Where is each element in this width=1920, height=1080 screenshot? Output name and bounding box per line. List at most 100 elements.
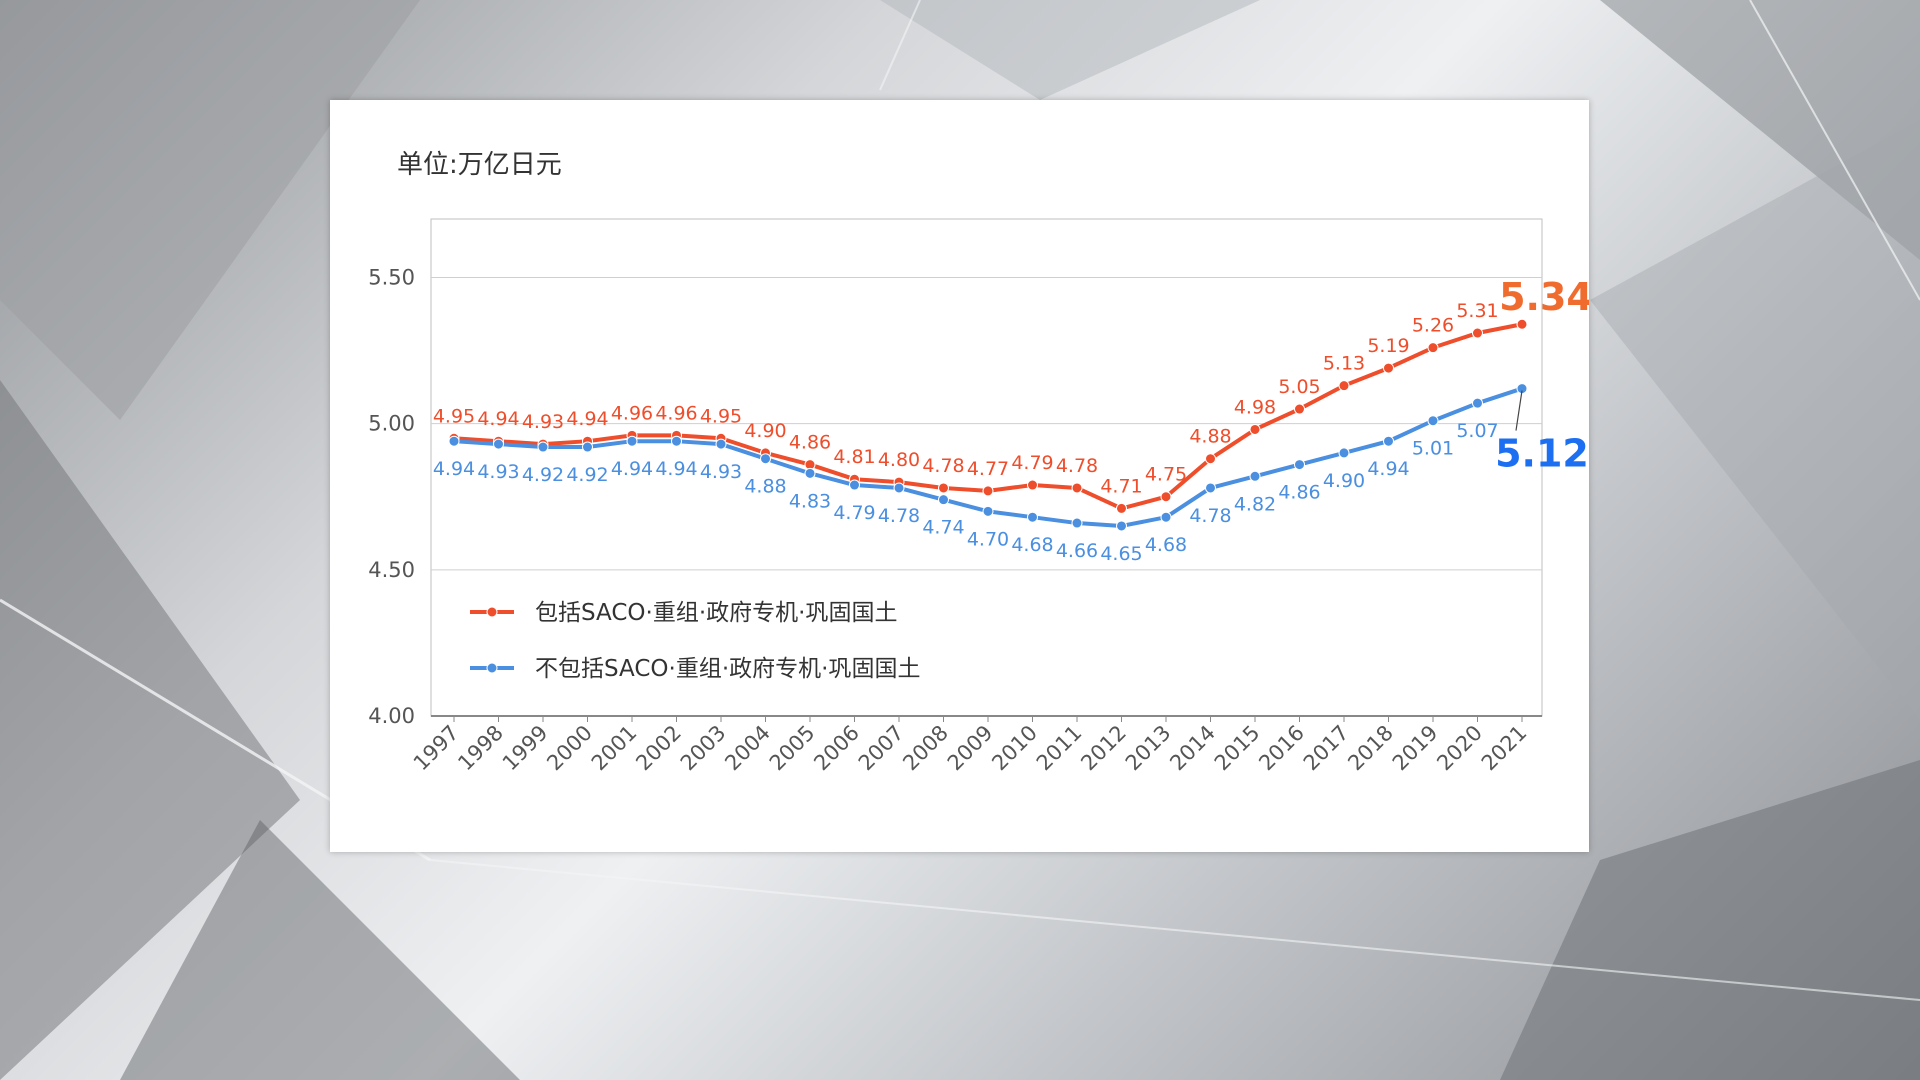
y-tick-label: 5.50 <box>368 265 415 289</box>
x-tick-label: 2008 <box>898 721 953 776</box>
x-tick-label: 2002 <box>631 721 686 776</box>
x-tick-label: 2009 <box>943 721 998 776</box>
series-2-point <box>893 482 905 494</box>
series-1-point <box>938 482 949 494</box>
series-2-label: 4.68 <box>1145 534 1187 556</box>
x-tick-label: 2012 <box>1076 721 1131 776</box>
series-2-point <box>715 438 727 450</box>
legend-marker-1 <box>486 606 498 618</box>
leader-line <box>1515 390 1523 431</box>
series-2-label: 5.12 <box>1495 432 1589 476</box>
x-tick-label: 2001 <box>587 721 642 776</box>
series-2-label: 4.68 <box>1011 534 1053 556</box>
series-1-label: 4.95 <box>700 405 742 427</box>
series-2-point <box>1427 415 1439 427</box>
x-tick-label: 2014 <box>1165 721 1220 776</box>
series-2-point <box>938 494 949 506</box>
series-2-point <box>1116 520 1127 532</box>
series-1-point <box>1338 380 1350 392</box>
series-2-label: 5.01 <box>1412 438 1454 460</box>
series-1-label: 5.26 <box>1412 315 1454 337</box>
unit-label: 单位:万亿日元 <box>397 150 562 180</box>
series-1-label: 4.95 <box>433 405 475 427</box>
series-2-label: 4.83 <box>789 490 831 512</box>
series-1-point <box>1427 342 1439 354</box>
series-1-point <box>1516 318 1528 330</box>
x-tick-label: 2021 <box>1477 721 1532 776</box>
series-1-point <box>1249 423 1261 435</box>
series-1-label: 4.79 <box>1011 452 1053 474</box>
legend-marker-2 <box>486 662 498 674</box>
series-2-label: 4.86 <box>1278 482 1320 504</box>
x-tick-label: 2006 <box>809 721 864 776</box>
x-tick-label: 2011 <box>1032 721 1087 776</box>
series-2-label: 4.78 <box>1189 505 1231 527</box>
series-2-label: 4.79 <box>833 502 875 524</box>
series-2-point <box>982 505 994 517</box>
x-tick-label: 2013 <box>1121 721 1176 776</box>
series-1-point <box>1027 479 1038 491</box>
x-tick-label: 2020 <box>1432 721 1487 776</box>
series-1-label: 4.78 <box>1056 455 1098 477</box>
legend-label-1: 包括SACO·重组·政府专机·巩固国土 <box>535 600 897 626</box>
series-1-label: 4.88 <box>1189 426 1231 448</box>
y-tick-label: 4.50 <box>368 558 415 582</box>
x-tick-label: 2003 <box>676 721 731 776</box>
x-tick-label: 2019 <box>1388 721 1443 776</box>
series-1-label: 4.86 <box>789 432 831 454</box>
series-2-label: 4.65 <box>1100 543 1142 565</box>
series-1-label: 5.05 <box>1278 376 1320 398</box>
x-tick-label: 2015 <box>1210 721 1265 776</box>
series-2-label: 4.94 <box>1367 458 1409 480</box>
y-tick-label: 4.00 <box>368 704 415 728</box>
series-1-point <box>1472 327 1483 339</box>
x-tick-label: 2000 <box>542 721 597 776</box>
series-2-label: 4.88 <box>744 476 786 498</box>
series-2-point <box>760 453 771 465</box>
series-2-point <box>1071 517 1083 529</box>
series-2-point <box>537 441 549 453</box>
series-2-label: 4.94 <box>611 458 653 480</box>
series-2-label: 4.92 <box>566 464 608 486</box>
series-2-point <box>1249 470 1261 482</box>
line-chart: 4.004.505.005.50 19971998199920002001200… <box>368 218 1589 776</box>
x-tick-label: 2018 <box>1343 721 1398 776</box>
series-2-label: 4.93 <box>700 461 742 483</box>
series-2-point <box>1160 511 1172 523</box>
series-1-label: 4.78 <box>922 455 964 477</box>
series-2-label: 4.78 <box>878 505 920 527</box>
series-1-label: 4.71 <box>1100 475 1142 497</box>
x-tick-label: 2007 <box>854 721 909 776</box>
series-1-label: 4.80 <box>878 449 920 471</box>
series-2-label: 4.94 <box>433 458 475 480</box>
legend-label-2: 不包括SACO·重组·政府专机·巩固国土 <box>535 656 920 682</box>
series-1-label: 4.94 <box>566 408 608 430</box>
series-2-point <box>448 435 460 447</box>
chart-card: 单位:万亿日元 4.00 4.50 5.00 5.50 1997 1998 1999 200… <box>330 100 1589 852</box>
series-2-label: 4.90 <box>1323 470 1365 492</box>
series-2-label: 4.74 <box>922 517 964 539</box>
series-2-label: 4.82 <box>1234 493 1276 515</box>
series-2-label: 4.70 <box>967 528 1009 550</box>
series-1-label: 4.93 <box>522 411 564 433</box>
x-tick-label: 2005 <box>765 721 820 776</box>
x-tick-label: 1999 <box>498 721 553 776</box>
series-2-point <box>582 441 593 453</box>
x-tick-label: 2004 <box>720 721 775 776</box>
x-tick-label: 1997 <box>409 721 464 776</box>
series-1-label: 5.19 <box>1367 335 1409 357</box>
series-2-point <box>1383 435 1394 447</box>
series-1-point <box>1071 482 1083 494</box>
series-1-label: 4.94 <box>477 408 519 430</box>
series-1-label: 4.75 <box>1145 464 1187 486</box>
series-2-point <box>626 435 638 447</box>
series-2-point <box>1205 482 1216 494</box>
series-2-point <box>1294 459 1305 471</box>
series-2-point <box>493 438 504 450</box>
series-1-label: 4.90 <box>744 420 786 442</box>
y-tick-label: 5.00 <box>368 412 415 436</box>
series-2-label: 5.07 <box>1456 420 1498 442</box>
series-2-label: 4.66 <box>1056 540 1098 562</box>
x-tick-label: 2010 <box>987 721 1042 776</box>
